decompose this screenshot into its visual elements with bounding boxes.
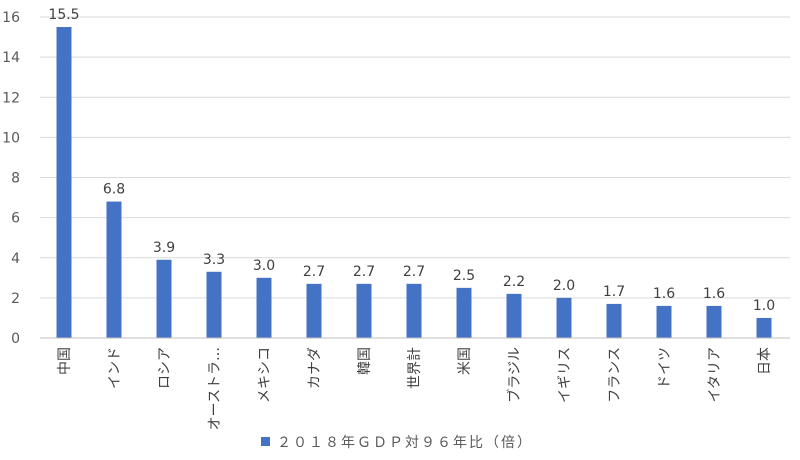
data-label: 1.6 bbox=[703, 286, 725, 302]
data-label: 1.0 bbox=[753, 298, 775, 314]
legend: ２０１８年ＧＤＰ対９６年比（倍） bbox=[261, 435, 533, 451]
data-labels: 15.5 6.8 3.9 3.3 3.0 2.7 2.7 2.7 2.5 2.2 2.0 1.7 1.6… bbox=[48, 7, 775, 314]
bar bbox=[606, 303, 622, 338]
category-label: カナダ bbox=[307, 347, 323, 389]
y-tick-label: 8 bbox=[11, 171, 20, 187]
category-label: 米国 bbox=[457, 347, 473, 375]
data-label: 15.5 bbox=[48, 7, 79, 23]
bar bbox=[406, 283, 422, 338]
bar bbox=[356, 283, 372, 338]
bar bbox=[656, 305, 672, 338]
y-tick-label: 6 bbox=[11, 211, 20, 227]
category-label: インド bbox=[107, 347, 123, 389]
category-label: ロシア bbox=[157, 347, 173, 389]
bar bbox=[556, 297, 572, 338]
bar bbox=[306, 283, 322, 338]
bar bbox=[506, 293, 522, 338]
gridlines bbox=[40, 16, 790, 299]
data-label: 3.0 bbox=[253, 258, 275, 274]
category-label: イタリア bbox=[707, 347, 723, 402]
bars bbox=[56, 27, 772, 338]
category-label: イギリス bbox=[557, 347, 573, 403]
category-label: ブラジル bbox=[506, 347, 523, 403]
data-label: 3.3 bbox=[203, 252, 225, 268]
bar bbox=[206, 271, 222, 338]
legend-swatch bbox=[261, 437, 270, 446]
bar bbox=[106, 201, 122, 338]
data-label: 6.8 bbox=[103, 182, 125, 198]
data-label: 2.0 bbox=[553, 278, 575, 294]
category-label: 中国 bbox=[57, 347, 73, 375]
data-label: 2.7 bbox=[403, 264, 425, 280]
category-label: オーストラ… bbox=[207, 347, 223, 430]
y-tick-label: 12 bbox=[2, 90, 20, 106]
category-label: 世界計 bbox=[407, 347, 423, 389]
category-label: ドイツ bbox=[657, 347, 673, 389]
category-label: 韓国 bbox=[357, 347, 373, 375]
bar bbox=[156, 259, 172, 338]
y-tick-label: 14 bbox=[2, 50, 20, 66]
category-labels: 中国 インド ロシア オーストラ… メキシコ カナダ 韓国 世界計 米国 ブラジル イギリス フランス… bbox=[57, 347, 773, 430]
y-tick-label: 0 bbox=[11, 331, 20, 347]
category-label: メキシコ bbox=[257, 347, 273, 403]
data-label: 3.9 bbox=[153, 240, 175, 256]
bar bbox=[706, 305, 722, 338]
y-tick-label: 2 bbox=[11, 291, 20, 307]
bar bbox=[56, 27, 72, 338]
y-axis-ticks: 0 2 4 6 8 10 12 14 16 bbox=[2, 10, 20, 347]
bar bbox=[456, 287, 472, 338]
bar bbox=[756, 317, 772, 338]
data-label: 1.7 bbox=[603, 284, 625, 300]
y-tick-label: 4 bbox=[11, 251, 20, 267]
category-label: フランス bbox=[607, 347, 623, 403]
category-label: 日本 bbox=[757, 347, 773, 375]
data-label: 1.6 bbox=[653, 286, 675, 302]
data-label: 2.7 bbox=[303, 264, 325, 280]
data-label: 2.2 bbox=[503, 274, 525, 290]
data-label: 2.7 bbox=[353, 264, 375, 280]
y-tick-label: 16 bbox=[2, 10, 20, 26]
data-label: 2.5 bbox=[453, 268, 475, 284]
legend-label: ２０１８年ＧＤＰ対９６年比（倍） bbox=[277, 435, 533, 451]
y-tick-label: 10 bbox=[2, 130, 20, 146]
bar bbox=[256, 277, 272, 338]
